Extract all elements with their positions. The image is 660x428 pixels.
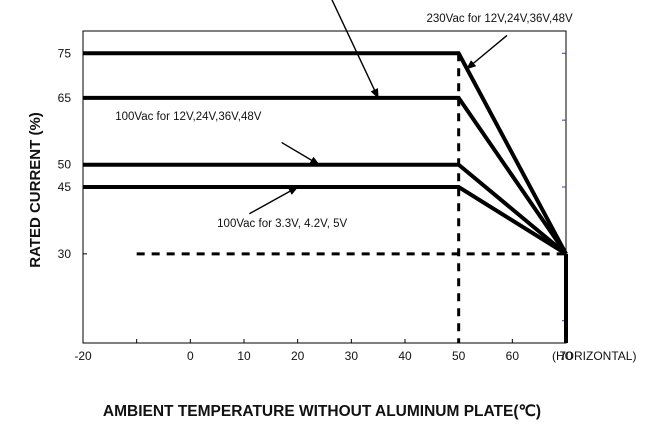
x-tick-label: 40 — [398, 349, 412, 363]
y-tick-label: 65 — [58, 91, 72, 105]
x-tick-label: 30 — [345, 349, 359, 363]
x-tick-label: 10 — [237, 349, 251, 363]
x-axis-suffix: (HORIZONTAL) — [552, 349, 636, 363]
annotation-arrow-1 — [465, 34, 508, 70]
annotation-arrow-2 — [281, 141, 320, 166]
x-tick-label: 60 — [506, 349, 520, 363]
series-line-0 — [83, 95, 568, 255]
x-axis-title: AMBIENT TEMPERATURE WITHOUT ALUMINUM PLA… — [103, 403, 541, 420]
x-tick-label: -20 — [74, 349, 92, 363]
annotation-label-3: 100Vac for 3.3V, 4.2V, 5V — [217, 218, 347, 230]
x-tick-label: 50 — [452, 349, 466, 363]
series-line-3 — [83, 185, 568, 256]
y-tick-label: 75 — [58, 46, 72, 60]
annotation-label-2: 100Vac for 12V,24V,36V,48V — [115, 111, 262, 123]
x-tick-label: 0 — [187, 349, 194, 363]
series-line-1 — [83, 51, 568, 255]
y-tick-label: 30 — [58, 247, 72, 261]
series-line-2 — [83, 162, 568, 256]
annotation-label-1: 230Vac for 12V,24V,36V,48V — [426, 13, 573, 25]
y-tick-label: 45 — [58, 180, 72, 194]
y-axis-title: RATED CURRENT (%) — [27, 112, 44, 268]
y-tick-label: 50 — [58, 158, 72, 172]
x-tick-label: 20 — [291, 349, 305, 363]
x-tick-label: 70 — [559, 349, 573, 363]
annotation-arrow-0 — [331, 0, 379, 99]
annotation-arrow-3 — [249, 186, 299, 215]
